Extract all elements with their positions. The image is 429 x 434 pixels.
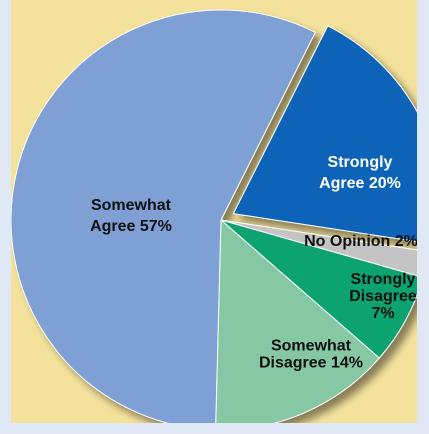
pie-slice [11,9,316,423]
pie-chart: Strongly Agree 20%No Opinion 2%Strongly Di… [11,9,417,423]
pie-slice [232,25,417,243]
slice-label-line: Agree 57% [90,218,172,235]
slice-label-line: Somewhat [271,337,352,354]
slice-label: Strongly Disagree 7% [349,271,417,322]
slice-label: Somewhat Agree 57% [90,197,172,235]
slice-label-line: Somewhat [91,197,172,214]
slice-label-line: No Opinion 2% [304,233,417,250]
pie-slice [215,218,380,423]
slice-label: No Opinion 2% [304,233,417,250]
pie-slices [11,9,417,423]
slice-label-line: 7% [371,305,394,322]
slice-label-line: Agree 20% [319,175,401,192]
slice-label-line: Disagree 14% [259,354,363,371]
pie-slice [220,219,417,277]
slice-label: Strongly Agree 20% [319,154,401,192]
slice-label: Somewhat Disagree 14% [259,337,363,371]
slice-label-line: Disagree [349,288,417,305]
slice-label-line: Strongly [328,154,393,171]
chart-panel: Strongly Agree 20% No Opinion 2% Strongly Di… [11,0,417,423]
slice-label-line: Strongly [351,271,416,288]
